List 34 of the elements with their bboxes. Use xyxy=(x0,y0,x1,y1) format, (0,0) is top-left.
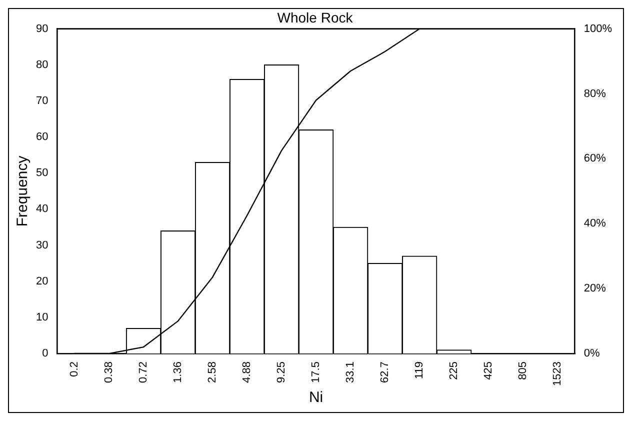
x-tick-label: 1523 xyxy=(552,362,564,386)
x-tick-label: 225 xyxy=(448,362,460,380)
x-tick-label: 1.36 xyxy=(172,362,184,383)
y-tick-label: 90 xyxy=(36,22,48,35)
y-tick-label: 60 xyxy=(36,131,48,144)
y-tick-label: 80 xyxy=(36,58,48,71)
y2-tick-label: 40% xyxy=(584,218,606,230)
y-tick-label: 20 xyxy=(36,275,48,288)
x-axis-title: Ni xyxy=(308,389,324,406)
x-tick-label: 62.7 xyxy=(379,362,392,383)
chart-title: Whole Rock xyxy=(277,9,354,26)
y2-tick-label: 100% xyxy=(584,22,612,35)
y-tick-label: 40 xyxy=(36,203,48,216)
x-tick-label: 0.72 xyxy=(138,362,150,383)
x-tick-label: 0.2 xyxy=(68,362,81,377)
y2-tick-label: 20% xyxy=(584,282,606,295)
y-tick-label: 0 xyxy=(42,348,48,360)
y-tick-label: 50 xyxy=(36,167,48,180)
y-tick-label: 70 xyxy=(36,94,48,107)
x-tick-label: 2.58 xyxy=(206,362,219,383)
y-axis-title: Frequency xyxy=(14,155,32,227)
x-tick-label: 805 xyxy=(517,362,530,380)
x-tick-label: 33.1 xyxy=(344,362,357,383)
x-tick-label: 425 xyxy=(482,362,495,380)
y-tick-label: 30 xyxy=(36,239,48,252)
y2-tick-label: 0% xyxy=(584,348,600,360)
x-tick-label: 4.88 xyxy=(241,362,254,383)
y2-tick-label: 60% xyxy=(584,152,606,165)
y2-tick-label: 80% xyxy=(584,88,606,100)
x-tick-label: 119 xyxy=(414,362,426,380)
x-tick-label: 17.5 xyxy=(310,362,322,383)
x-tick-label: 0.38 xyxy=(103,362,116,383)
y-tick-label: 10 xyxy=(36,311,48,324)
x-tick-label: 9.25 xyxy=(276,362,288,383)
